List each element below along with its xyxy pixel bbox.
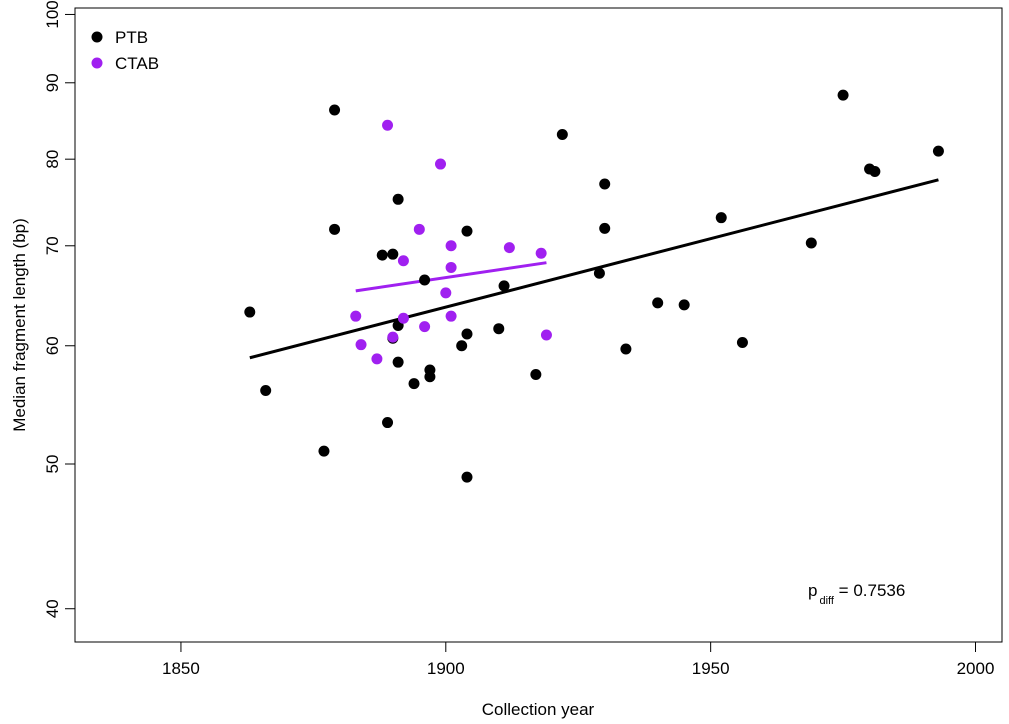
point-ptb-16	[456, 340, 468, 352]
point-ptb-33	[837, 89, 849, 101]
point-ctab-11	[445, 240, 457, 252]
legend-label-ctab: CTAB	[115, 54, 159, 73]
point-ptb-32	[805, 237, 817, 249]
point-ptb-27	[620, 343, 632, 355]
point-ptb-4	[329, 223, 341, 235]
y-tick-label-90: 90	[43, 73, 62, 92]
point-ptb-1	[260, 385, 272, 397]
point-ptb-3	[329, 104, 341, 116]
legend-marker-ptb	[91, 31, 103, 43]
point-ptb-6	[382, 417, 394, 429]
point-ctab-9	[435, 158, 447, 170]
fit-lines	[249, 178, 939, 360]
point-ptb-22	[530, 368, 542, 380]
point-ptb-31	[736, 337, 748, 349]
point-ptb-15	[424, 364, 436, 376]
point-ctab-1	[355, 339, 367, 351]
fit-line-ctab	[355, 261, 547, 293]
point-ctab-8	[419, 321, 431, 333]
point-ptb-5	[376, 249, 388, 261]
y-tick-label-40: 40	[43, 599, 62, 618]
point-ctab-0	[350, 310, 362, 322]
x-axis: 1850 1900 1950 2000	[162, 642, 994, 678]
x-axis-label: Collection year	[482, 700, 595, 719]
y-tick-label-100: 100	[43, 0, 62, 28]
point-ptb-24	[593, 267, 605, 279]
point-ctab-14	[503, 242, 515, 254]
point-ptb-12	[408, 378, 420, 390]
point-ptb-21	[498, 280, 510, 292]
point-ctab-3	[382, 119, 394, 131]
point-ptb-2	[318, 445, 330, 457]
x-tick-label-1900: 1900	[427, 659, 465, 678]
y-tick-label-50: 50	[43, 455, 62, 474]
y-tick-label-70: 70	[43, 236, 62, 255]
point-ctab-7	[413, 223, 425, 235]
point-ctab-16	[540, 329, 552, 341]
point-ptb-35	[869, 165, 881, 177]
point-ptb-17	[461, 328, 473, 340]
point-ctab-13	[445, 310, 457, 322]
legend: PTB CTAB	[91, 28, 159, 73]
point-ptb-19	[461, 471, 473, 483]
p-value-annotation: pdiff = 0.7536	[808, 581, 905, 607]
point-ctab-6	[397, 312, 409, 324]
point-ptb-20	[493, 323, 505, 335]
point-ptb-30	[715, 212, 727, 224]
point-ctab-15	[535, 247, 547, 259]
point-ptb-29	[678, 299, 690, 311]
point-ptb-11	[392, 193, 404, 205]
point-ptb-13	[419, 274, 431, 286]
point-ptb-23	[556, 129, 568, 141]
point-ptb-26	[599, 222, 611, 234]
y-axis-label: Median fragment length (bp)	[10, 218, 29, 432]
y-axis: 40 50 60 70 80 90 100	[43, 0, 75, 618]
p-value-subscript: diff	[819, 595, 834, 607]
point-ctab-4	[387, 331, 399, 343]
point-ctab-10	[440, 287, 452, 299]
x-tick-label-2000: 2000	[957, 659, 995, 678]
point-ptb-0	[244, 306, 256, 318]
y-tick-label-60: 60	[43, 336, 62, 355]
point-ptb-25	[599, 178, 611, 190]
point-ctab-5	[397, 255, 409, 267]
y-tick-label-80: 80	[43, 150, 62, 169]
point-ptb-18	[461, 225, 473, 237]
point-ctab-12	[445, 261, 457, 273]
point-ctab-2	[371, 353, 383, 365]
point-ptb-36	[932, 145, 944, 157]
legend-marker-ctab	[91, 57, 103, 69]
legend-label-ptb: PTB	[115, 28, 148, 47]
data-points	[244, 89, 944, 483]
fit-line-ptb	[249, 178, 939, 360]
point-ptb-7	[387, 248, 399, 260]
point-ptb-9	[392, 356, 404, 368]
x-tick-label-1950: 1950	[692, 659, 730, 678]
x-tick-label-1850: 1850	[162, 659, 200, 678]
p-value-text: = 0.7536	[834, 581, 905, 600]
p-value-symbol: p	[808, 581, 817, 600]
plot-frame	[74, 7, 1003, 643]
point-ptb-28	[652, 297, 664, 309]
